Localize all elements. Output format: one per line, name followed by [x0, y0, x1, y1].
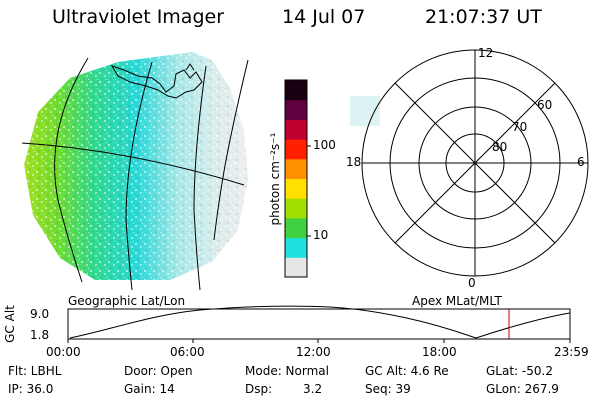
colorbar-segment: [285, 99, 307, 120]
timeline-xtick-1200: 12:00: [296, 345, 331, 359]
colorbar-segment: [285, 198, 307, 219]
gc-alt-value: GC Alt: 4.6 Re: [365, 364, 449, 378]
colorbar-label-100: 100: [313, 138, 336, 152]
image-time: 21:07:37 UT: [425, 6, 542, 28]
dsp-label: Dsp:: [245, 382, 273, 396]
app-title: Ultraviolet Imager: [52, 6, 225, 28]
geographic-caption: Geographic Lat/Lon: [68, 294, 186, 308]
mlt-label-0: 0: [468, 276, 476, 290]
timeline-axis-label: GC Alt: [3, 305, 17, 343]
colorbar-segment: [285, 178, 307, 199]
colorbar: [285, 80, 307, 278]
timeline-x-ticks: [67, 339, 571, 343]
gain-value: Gain: 14: [124, 382, 175, 396]
colorbar-segment: [285, 119, 307, 140]
mlat-label-60: 60: [537, 98, 553, 112]
polar-grid: [350, 49, 589, 277]
mlt-label-18: 18: [346, 155, 362, 169]
glat-value: GLat: -50.2: [486, 364, 553, 378]
timeline-ytick-1-8: 1.8: [30, 328, 50, 342]
timeline-xtick-1800: 18:00: [422, 345, 457, 359]
filter-value: Flt: LBHL: [8, 364, 62, 378]
colorbar-segment: [285, 217, 307, 239]
gc-alt-curve: [69, 305, 571, 339]
colorbar-segment: [285, 237, 307, 258]
colorbar-unit-label: photon cm⁻²s⁻¹: [268, 132, 282, 226]
coastline-outline: [110, 63, 203, 99]
mlat-label-70: 70: [512, 120, 528, 134]
timeline-ytick-9: 9.0: [30, 307, 50, 321]
lat-lon-grid: [21, 57, 249, 291]
mlat-label-80: 80: [492, 140, 508, 154]
mlt-label-6: 6: [577, 155, 585, 169]
timeline-frame: [67, 308, 571, 340]
timeline-xtick-0600: 06:00: [170, 345, 205, 359]
timeline-xtick-0000: 00:00: [46, 345, 81, 359]
ip-value: IP: 36.0: [8, 382, 54, 396]
glon-value: GLon: 267.9: [486, 382, 559, 396]
colorbar-label-10: 10: [313, 228, 329, 242]
geographic-image: [24, 52, 248, 280]
colorbar-segment: [285, 158, 307, 179]
seq-value: Seq: 39: [365, 382, 411, 396]
mode-value: Mode: Normal: [245, 364, 329, 378]
colorbar-frame: [284, 79, 308, 278]
colorbar-segment: [285, 257, 307, 278]
image-date: 14 Jul 07: [282, 6, 366, 28]
timeline-xtick-2359: 23:59: [554, 345, 589, 359]
apex-caption: Apex MLat/MLT: [412, 294, 502, 308]
colorbar-segment: [285, 80, 307, 101]
mlt-label-12: 12: [478, 46, 494, 60]
dsp-value: 3.2: [303, 382, 323, 396]
colorbar-segment: [285, 139, 307, 160]
door-status: Door: Open: [124, 364, 193, 378]
